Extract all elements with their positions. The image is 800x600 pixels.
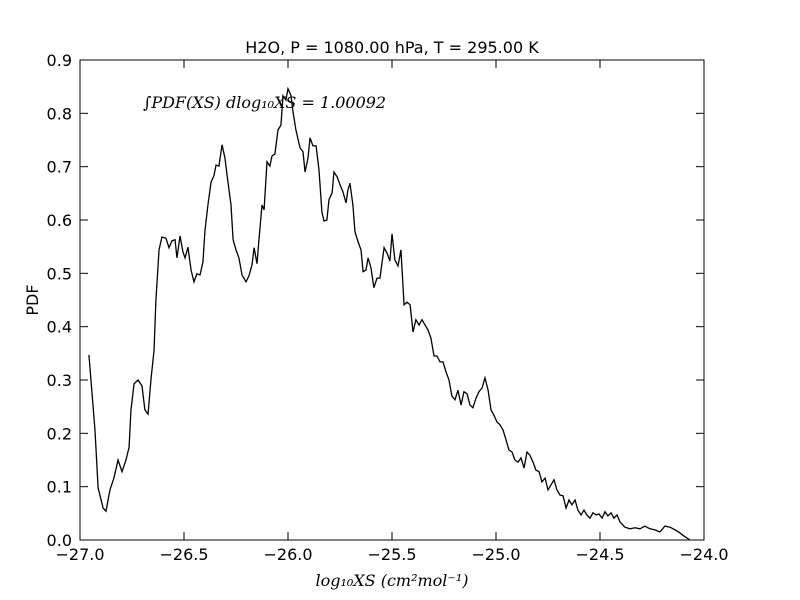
y-tick-label: 0.0 xyxy=(47,531,72,550)
x-tick-label: −24.0 xyxy=(679,545,728,564)
y-tick-label: 0.4 xyxy=(47,318,72,337)
annotation: ∫PDF(XS) dlog₁₀XS = 1.00092 xyxy=(143,93,386,112)
x-axis-label: log₁₀XS (cm²mol⁻¹) xyxy=(315,571,468,590)
x-tick-label: −27.0 xyxy=(55,545,104,564)
data-line xyxy=(88,86,691,541)
y-tick-label: 0.2 xyxy=(47,424,72,443)
x-tick-label: −26.0 xyxy=(263,545,312,564)
x-tick-label: −24.5 xyxy=(575,545,624,564)
y-tick-label: 0.6 xyxy=(47,211,72,230)
y-tick-label: 0.5 xyxy=(47,264,72,283)
y-tick-label: 0.7 xyxy=(47,158,72,177)
x-tick-label: −25.0 xyxy=(471,545,520,564)
x-tick-label: −25.5 xyxy=(367,545,416,564)
y-axis-label: PDF xyxy=(23,284,42,315)
chart-title: H2O, P = 1080.00 hPa, T = 295.00 K xyxy=(245,38,539,57)
y-tick-label: 0.3 xyxy=(47,371,72,390)
x-tick-label: −26.5 xyxy=(159,545,208,564)
y-tick-label: 0.1 xyxy=(47,478,72,497)
y-tick-label: 0.8 xyxy=(47,104,72,123)
plot-frame xyxy=(79,59,705,541)
y-tick-label: 0.9 xyxy=(47,51,72,70)
